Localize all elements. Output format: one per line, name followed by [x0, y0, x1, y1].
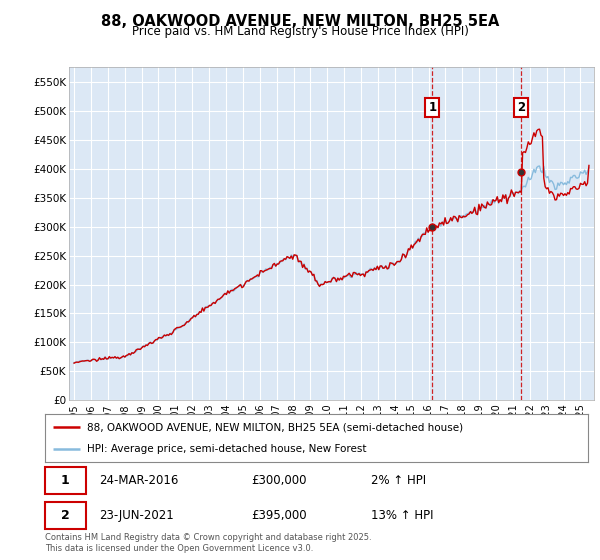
- Text: £300,000: £300,000: [251, 474, 307, 487]
- Text: 2: 2: [61, 508, 70, 521]
- FancyBboxPatch shape: [45, 502, 86, 529]
- Text: 88, OAKWOOD AVENUE, NEW MILTON, BH25 5EA (semi-detached house): 88, OAKWOOD AVENUE, NEW MILTON, BH25 5EA…: [88, 422, 463, 432]
- Text: Contains HM Land Registry data © Crown copyright and database right 2025.
This d: Contains HM Land Registry data © Crown c…: [45, 533, 371, 553]
- Text: 13% ↑ HPI: 13% ↑ HPI: [371, 508, 433, 521]
- Text: HPI: Average price, semi-detached house, New Forest: HPI: Average price, semi-detached house,…: [88, 444, 367, 454]
- Text: £395,000: £395,000: [251, 508, 307, 521]
- Text: 88, OAKWOOD AVENUE, NEW MILTON, BH25 5EA: 88, OAKWOOD AVENUE, NEW MILTON, BH25 5EA: [101, 14, 499, 29]
- Text: 1: 1: [61, 474, 70, 487]
- Text: 23-JUN-2021: 23-JUN-2021: [100, 508, 174, 521]
- FancyBboxPatch shape: [45, 468, 86, 494]
- Text: 24-MAR-2016: 24-MAR-2016: [100, 474, 179, 487]
- Text: Price paid vs. HM Land Registry's House Price Index (HPI): Price paid vs. HM Land Registry's House …: [131, 25, 469, 38]
- Text: 2% ↑ HPI: 2% ↑ HPI: [371, 474, 426, 487]
- Text: 2: 2: [517, 101, 525, 114]
- Text: 1: 1: [428, 101, 437, 114]
